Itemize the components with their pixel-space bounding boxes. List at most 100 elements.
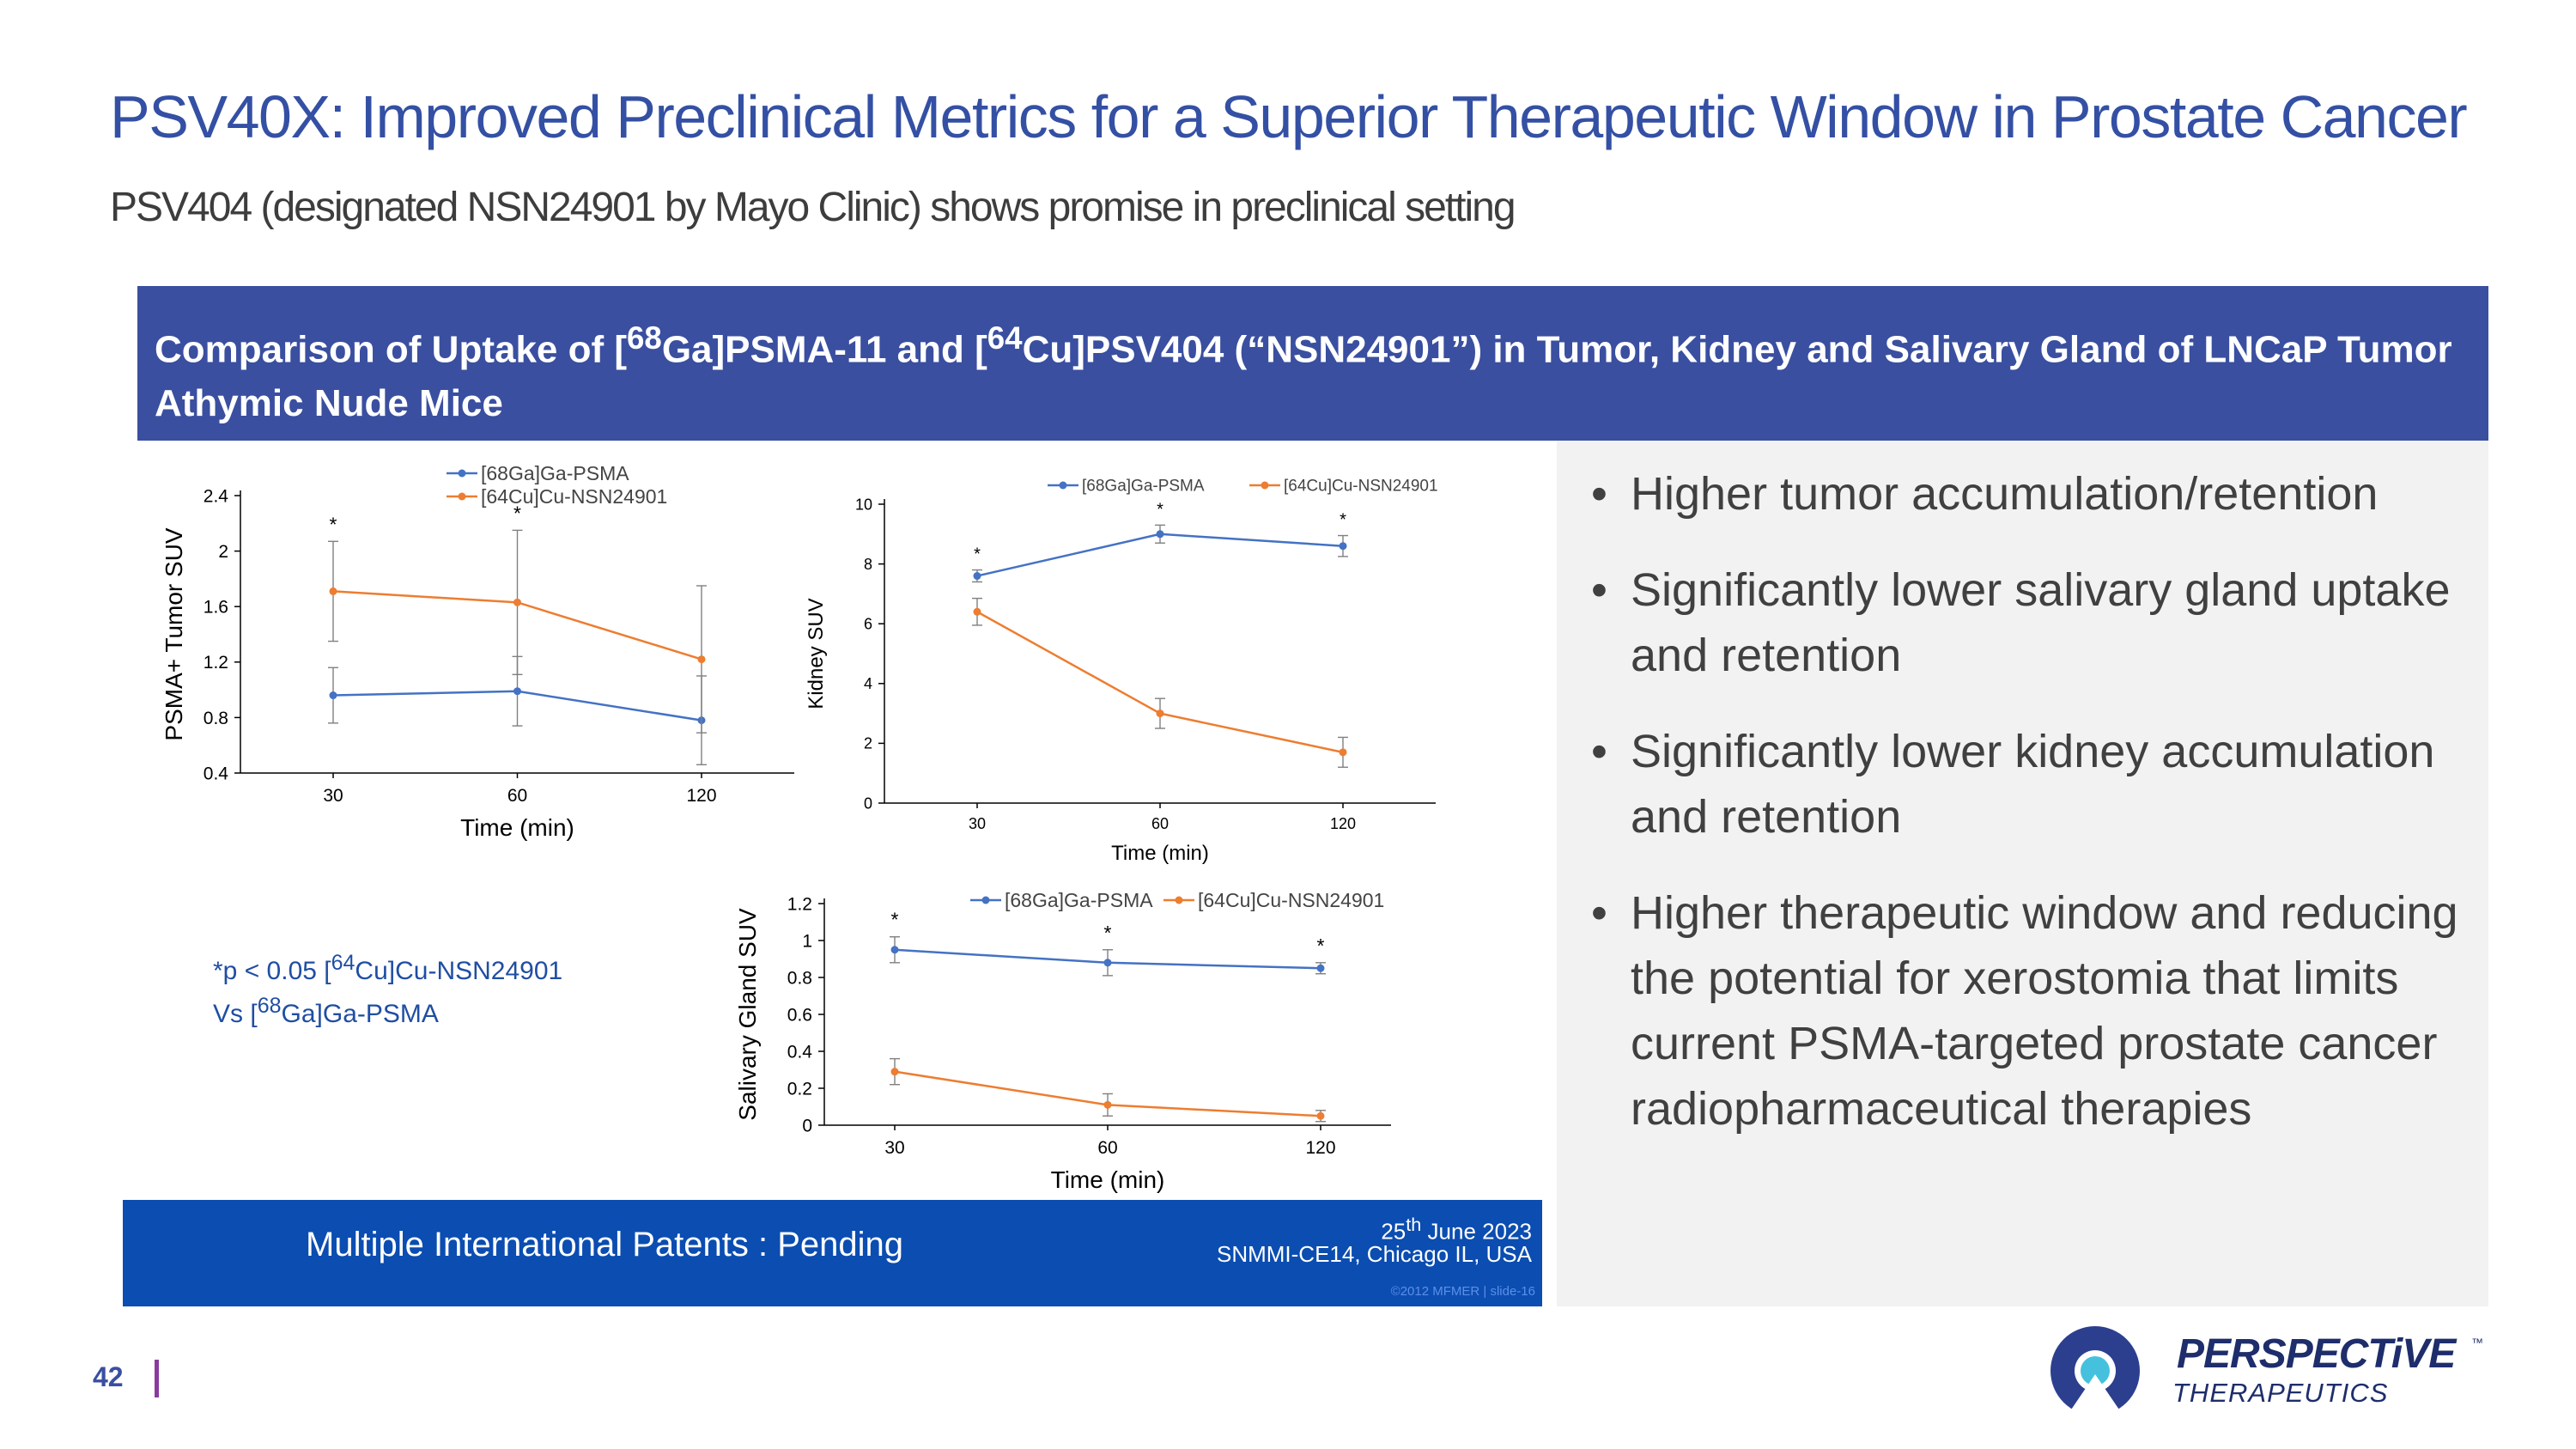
bullet-item: • Higher tumor accumulation/retention — [1574, 461, 2484, 527]
y-tick-label: 2 — [218, 542, 228, 562]
significance-star: * — [1340, 511, 1346, 530]
y-tick-label: 6 — [864, 616, 872, 633]
data-point — [1103, 959, 1112, 967]
data-point — [329, 691, 337, 700]
y-axis-title: Salivary Gland SUV — [734, 908, 761, 1121]
x-tick-label: 30 — [323, 786, 343, 806]
x-tick-label: 60 — [507, 786, 527, 806]
banner-text: Comparison of Uptake of [68Ga]PSMA-11 an… — [155, 320, 2452, 424]
significance-star: * — [1104, 922, 1112, 944]
kidney-suv-chart: 0 2 4 6 8 10 30 60 120 Time (min) Kidney SUV * * * [68… — [805, 478, 1438, 865]
legend-label: [64Cu]Cu-NSN24901 — [1198, 889, 1384, 911]
bullet-item: • Higher therapeutic window and reducing … — [1574, 880, 2484, 1142]
x-tick-label: 120 — [1305, 1138, 1335, 1158]
significance-footnote: *p < 0.05 [64Cu]Cu-NSN24901 Vs [68Ga]Ga-P… — [213, 951, 563, 1028]
x-tick-label: 60 — [1151, 815, 1169, 832]
series-line — [976, 611, 1344, 754]
bullet-panel: • Higher tumor accumulation/retention • Si… — [1557, 441, 2488, 1306]
data-point — [513, 687, 521, 696]
x-tick-label: 30 — [969, 815, 986, 832]
legend-marker — [458, 492, 466, 501]
bullet-dot: • — [1591, 726, 1607, 777]
x-tick-label: 120 — [1330, 815, 1356, 832]
logo-tagline: THERAPEUTICS — [2172, 1378, 2388, 1408]
y-tick-label: 0.8 — [204, 709, 228, 728]
bullet-list: • Higher tumor accumulation/retention • Si… — [1574, 461, 2484, 1172]
legend-marker — [458, 469, 466, 478]
patents-text: Multiple International Patents : Pending — [306, 1226, 903, 1263]
logo-name: PERSPECTiVE — [2177, 1331, 2458, 1377]
data-point — [890, 1068, 899, 1076]
y-tick-label: 10 — [855, 496, 872, 513]
y-tick-label: 1.2 — [787, 894, 812, 914]
bullet-dot: • — [1591, 468, 1607, 520]
x-tick-label: 120 — [686, 786, 716, 806]
significance-star: * — [974, 545, 981, 564]
data-point — [1103, 1100, 1112, 1109]
data-point — [1156, 709, 1164, 718]
data-point — [890, 946, 899, 954]
legend-label: [64Cu]Cu-NSN24901 — [1284, 478, 1438, 496]
y-tick-label: 0.8 — [787, 968, 812, 988]
x-axis-title: Time (min) — [1111, 842, 1209, 865]
perspective-logo: PERSPECTiVE ™ THERAPEUTICS — [2050, 1326, 2483, 1417]
bullet-dot: • — [1591, 564, 1607, 616]
logo-trademark: ™ — [2471, 1336, 2483, 1349]
patents-bar: Multiple International Patents : Pending… — [123, 1200, 1542, 1306]
bullet-item: • Significantly lower kidney accumulation… — [1574, 719, 2484, 849]
y-tick-label: 2.4 — [204, 486, 229, 506]
logo-mark-icon — [2050, 1326, 2140, 1417]
conference-date: 25th June 2023 — [1381, 1214, 1532, 1245]
data-point — [1339, 748, 1347, 757]
significance-star: * — [891, 909, 899, 931]
significance-star: * — [1317, 935, 1325, 957]
copyright-text: ©2012 MFMER | slide-16 — [1390, 1284, 1535, 1299]
data-point — [1156, 530, 1164, 539]
y-tick-label: 0.4 — [787, 1042, 813, 1062]
data-point — [1316, 964, 1325, 972]
y-axis-title: PSMA+ Tumor SUV — [161, 527, 187, 741]
data-point — [329, 587, 337, 595]
y-tick-label: 1 — [802, 931, 812, 951]
y-tick-label: 0 — [802, 1116, 812, 1135]
significance-star: * — [330, 513, 337, 535]
y-tick-label: 2 — [864, 735, 872, 752]
y-tick-label: 1.2 — [204, 653, 228, 673]
legend-marker — [1175, 896, 1183, 904]
data-point — [1339, 542, 1347, 551]
y-axis-title: Kidney SUV — [805, 598, 828, 709]
page-number: 42 — [93, 1361, 124, 1392]
y-tick-label: 0.2 — [787, 1079, 812, 1099]
x-axis-title: Time (min) — [1051, 1166, 1165, 1193]
data-point — [1316, 1111, 1325, 1120]
tumor-suv-chart: 0.4 0.8 1.2 1.6 2 2.4 30 60 120 Time (min) PSMA+ T… — [161, 462, 794, 841]
legend-marker — [1059, 481, 1067, 490]
data-point — [973, 572, 981, 581]
legend-label: [68Ga]Ga-PSMA — [481, 462, 629, 484]
data-point — [973, 607, 981, 616]
slide-subtitle: PSV404 (designated NSN24901 by Mayo Clin… — [110, 185, 1516, 230]
y-tick-label: 4 — [864, 675, 872, 692]
y-tick-label: 8 — [864, 556, 872, 573]
legend-marker — [1261, 481, 1269, 490]
y-tick-label: 0.6 — [787, 1005, 812, 1025]
bullet-dot: • — [1591, 887, 1607, 939]
x-tick-label: 30 — [884, 1138, 904, 1158]
study-banner: Comparison of Uptake of [68Ga]PSMA-11 an… — [137, 286, 2488, 441]
salivary-gland-suv-chart: 0 0.2 0.4 0.6 0.8 1 1.2 30 60 120 Time (min) Saliva… — [734, 889, 1391, 1193]
y-tick-label: 0.4 — [204, 764, 229, 783]
data-point — [513, 598, 521, 606]
legend-marker — [981, 896, 990, 904]
y-tick-label: 0 — [864, 795, 872, 812]
legend-label: [68Ga]Ga-PSMA — [1082, 478, 1205, 496]
y-tick-label: 1.6 — [204, 598, 228, 618]
page-number-divider — [155, 1360, 159, 1397]
significance-star: * — [513, 502, 521, 524]
bullet-item: • Significantly lower salivary gland upta… — [1574, 557, 2484, 688]
conference-name: SNMMI-CE14, Chicago IL, USA — [1216, 1241, 1532, 1267]
significance-star: * — [1157, 500, 1163, 519]
slide-title: PSV40X: Improved Preclinical Metrics for… — [110, 83, 2468, 150]
x-axis-title: Time (min) — [460, 814, 574, 841]
data-point — [697, 655, 706, 664]
legend-label: [64Cu]Cu-NSN24901 — [481, 485, 667, 508]
